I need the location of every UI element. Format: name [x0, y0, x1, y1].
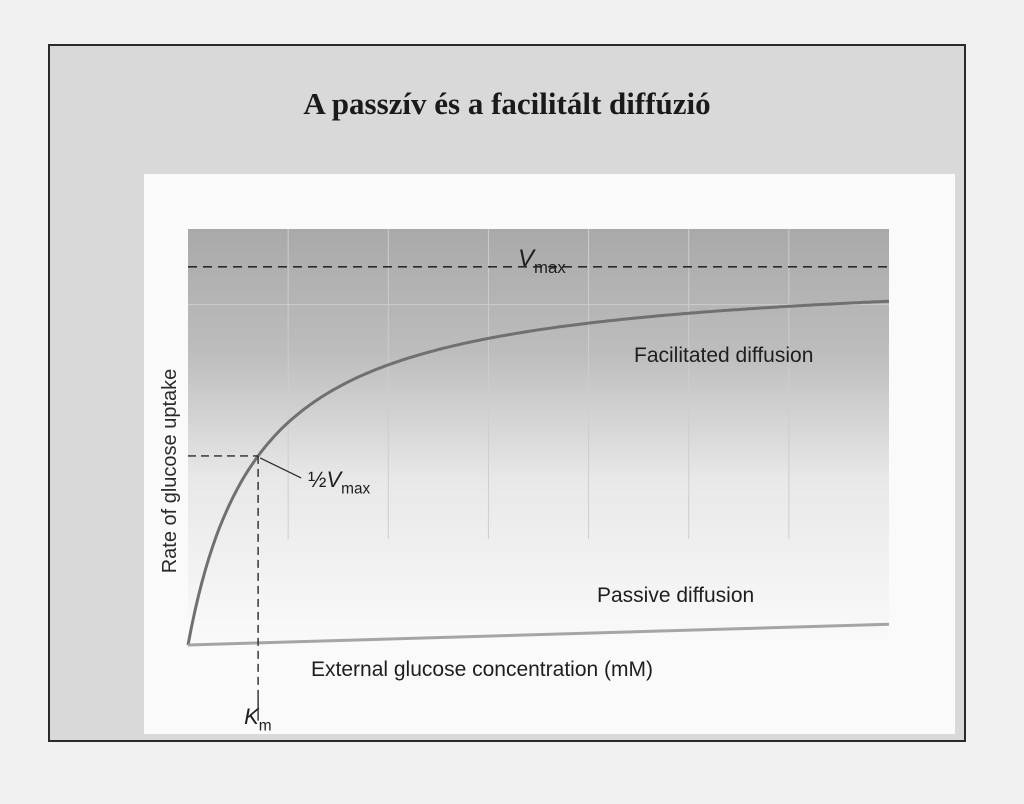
x-axis-label: External glucose concentration (mM): [311, 658, 653, 681]
figure-panel: Vmax ½Vmax Km Facilitated diffusion Passive …: [144, 174, 955, 734]
passive-diffusion-line: [187, 622, 890, 647]
facilitated-diffusion-label: Facilitated diffusion: [634, 344, 813, 367]
facilitated-diffusion-line: [186, 299, 890, 646]
passive-diffusion-label: Passive diffusion: [597, 584, 754, 607]
km-label: Km: [244, 704, 272, 734]
plot-background: [188, 229, 889, 645]
slide-frame: A passzív és a facilitált diffúzió Vmax ½…: [48, 44, 966, 742]
uptake-chart: Vmax ½Vmax Km Facilitated diffusion Passive …: [159, 229, 890, 734]
slide-title: A passzív és a facilitált diffúzió: [303, 86, 711, 121]
half-vmax-label: ½Vmax: [308, 467, 370, 498]
grid-lines: [188, 229, 889, 540]
vmax-label: Vmax: [518, 245, 566, 277]
half-vmax-leader-line: [259, 457, 302, 479]
y-axis-label: Rate of glucose uptake: [159, 369, 181, 574]
chart-marks: Vmax ½Vmax Km Facilitated diffusion Passive …: [186, 245, 890, 734]
